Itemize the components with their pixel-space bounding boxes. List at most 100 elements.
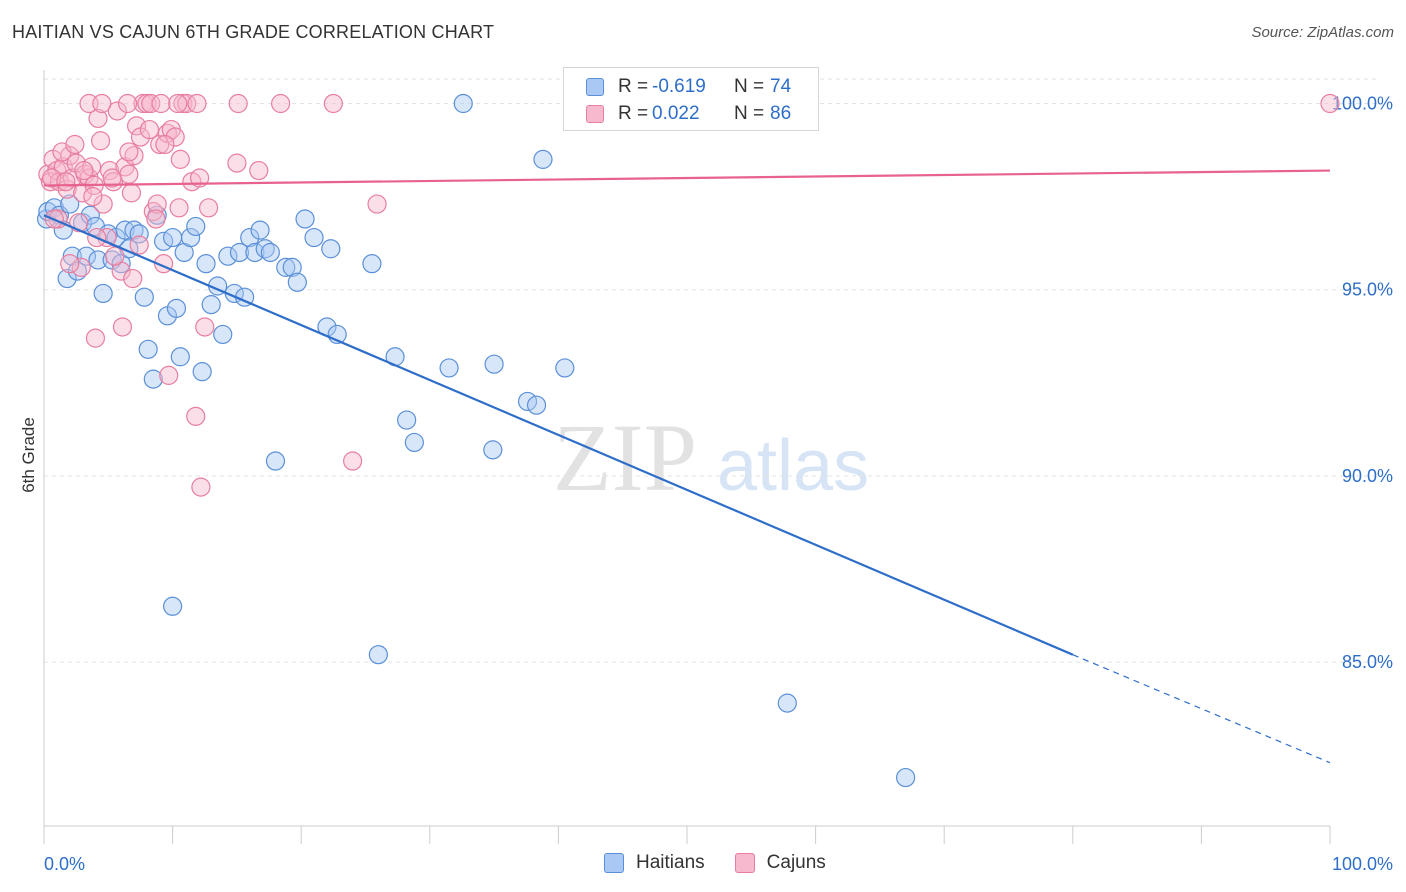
haitians-point: [250, 220, 270, 240]
cajuns-point: [139, 119, 160, 140]
cajuns-point: [323, 93, 343, 114]
cajuns-point: [56, 172, 76, 192]
watermark: ZIP atlas: [553, 404, 869, 511]
haitians-point: [287, 272, 307, 292]
haitians-point: [533, 149, 553, 169]
cajuns-point: [105, 246, 125, 266]
watermark-atlas: atlas: [717, 426, 869, 506]
axes: [43, 70, 1331, 844]
haitians-point: [57, 268, 77, 289]
cajuns-point: [83, 187, 103, 207]
cajuns-point: [99, 160, 120, 181]
cajuns-point: [92, 93, 112, 114]
cajuns-point: [119, 164, 139, 184]
cajuns-point: [169, 198, 189, 218]
cajuns-point: [367, 194, 387, 214]
cajuns-point: [151, 93, 171, 114]
watermark-zip: ZIP: [553, 404, 697, 511]
haitians-point: [255, 239, 275, 259]
cajuns-legend-swatch: [734, 853, 755, 873]
haitians-point: [192, 362, 212, 382]
cajuns-point: [117, 93, 138, 114]
haitians-point: [304, 227, 324, 248]
haitians-point: [397, 410, 417, 430]
x-tick-label: 0.0%: [44, 854, 85, 874]
stats-legend: R = -0.619 N = 74 R = 0.022 N = 86: [563, 67, 819, 131]
cajuns-point: [107, 101, 127, 121]
haitians-point: [260, 242, 280, 263]
series-cajuns: [38, 93, 1340, 497]
cajuns-point: [121, 183, 142, 203]
y-tick-label: 85.0%: [1342, 652, 1393, 672]
haitians-point: [170, 347, 190, 367]
legend-row-cajuns: R = 0.022 N = 86: [586, 100, 791, 128]
haitians-point: [282, 257, 302, 277]
haitians-r-value: -0.619: [652, 76, 706, 97]
haitians-point: [143, 369, 163, 389]
cajuns-point: [112, 317, 133, 337]
y-axis-label: 6th Grade: [19, 417, 38, 493]
haitians-point: [138, 339, 158, 359]
x-tick-label: 100.0%: [1332, 854, 1393, 874]
series-legend: Haitians Cajuns: [604, 852, 856, 874]
haitians-point: [896, 767, 916, 788]
haitians-point: [368, 645, 388, 665]
cajuns-point: [165, 127, 185, 147]
cajuns-point: [249, 160, 269, 181]
haitians-point: [777, 693, 797, 713]
cajuns-point: [123, 268, 143, 289]
haitians-point: [76, 246, 97, 266]
haitians-point: [186, 216, 206, 237]
haitians-point: [124, 220, 144, 240]
haitians-point: [166, 298, 187, 318]
haitians-point: [526, 395, 547, 415]
haitians-point: [240, 227, 260, 248]
haitians-point: [181, 227, 201, 248]
legend-item-haitians[interactable]: Haitians: [604, 852, 705, 874]
haitians-trend-extension: [1072, 654, 1331, 764]
cajuns-point: [155, 134, 175, 155]
haitians-point: [484, 354, 504, 374]
legend-item-cajuns[interactable]: Cajuns: [734, 852, 826, 874]
cajuns-point: [170, 149, 190, 169]
cajuns-point: [141, 93, 161, 114]
haitians-point: [196, 254, 216, 274]
haitians-point: [201, 295, 221, 315]
haitians-legend-swatch: [604, 853, 624, 873]
cajuns-point: [126, 116, 147, 136]
cajuns-point: [74, 160, 94, 181]
cajuns-point: [187, 93, 207, 114]
y-tick-label: 95.0%: [1342, 280, 1393, 300]
cajuns-swatch: [586, 105, 604, 123]
haitians-point: [163, 596, 183, 616]
cajuns-point: [147, 194, 167, 214]
haitians-point: [295, 209, 315, 229]
haitians-trend-line: [43, 214, 1074, 656]
haitians-point: [439, 358, 459, 378]
cajuns-point: [146, 209, 166, 229]
haitians-point: [245, 242, 265, 263]
haitians-swatch: [586, 78, 604, 96]
haitians-point: [93, 283, 113, 304]
cajuns-point: [168, 93, 188, 114]
cajuns-point: [65, 134, 85, 155]
cajuns-point: [90, 131, 111, 151]
trend-lines: [43, 169, 1331, 764]
haitians-point: [67, 261, 88, 281]
cajuns-point: [186, 406, 206, 426]
haitians-point: [80, 205, 100, 225]
cajuns-point: [228, 93, 248, 114]
haitians-point: [36, 209, 57, 229]
haitians-point: [134, 287, 154, 307]
y-tick-label: 100.0%: [1332, 94, 1393, 114]
haitians-point: [213, 324, 233, 345]
cajuns-point: [195, 317, 215, 337]
series-haitians: [36, 93, 916, 788]
tick-labels: 85.0% 90.0% 95.0% 100.0% 0.0% 100.0%: [44, 94, 1393, 874]
haitians-point: [229, 242, 250, 263]
cajuns-point: [129, 235, 149, 255]
cajuns-point: [102, 168, 122, 188]
cajuns-point: [85, 328, 106, 348]
data-points: [36, 93, 1340, 788]
